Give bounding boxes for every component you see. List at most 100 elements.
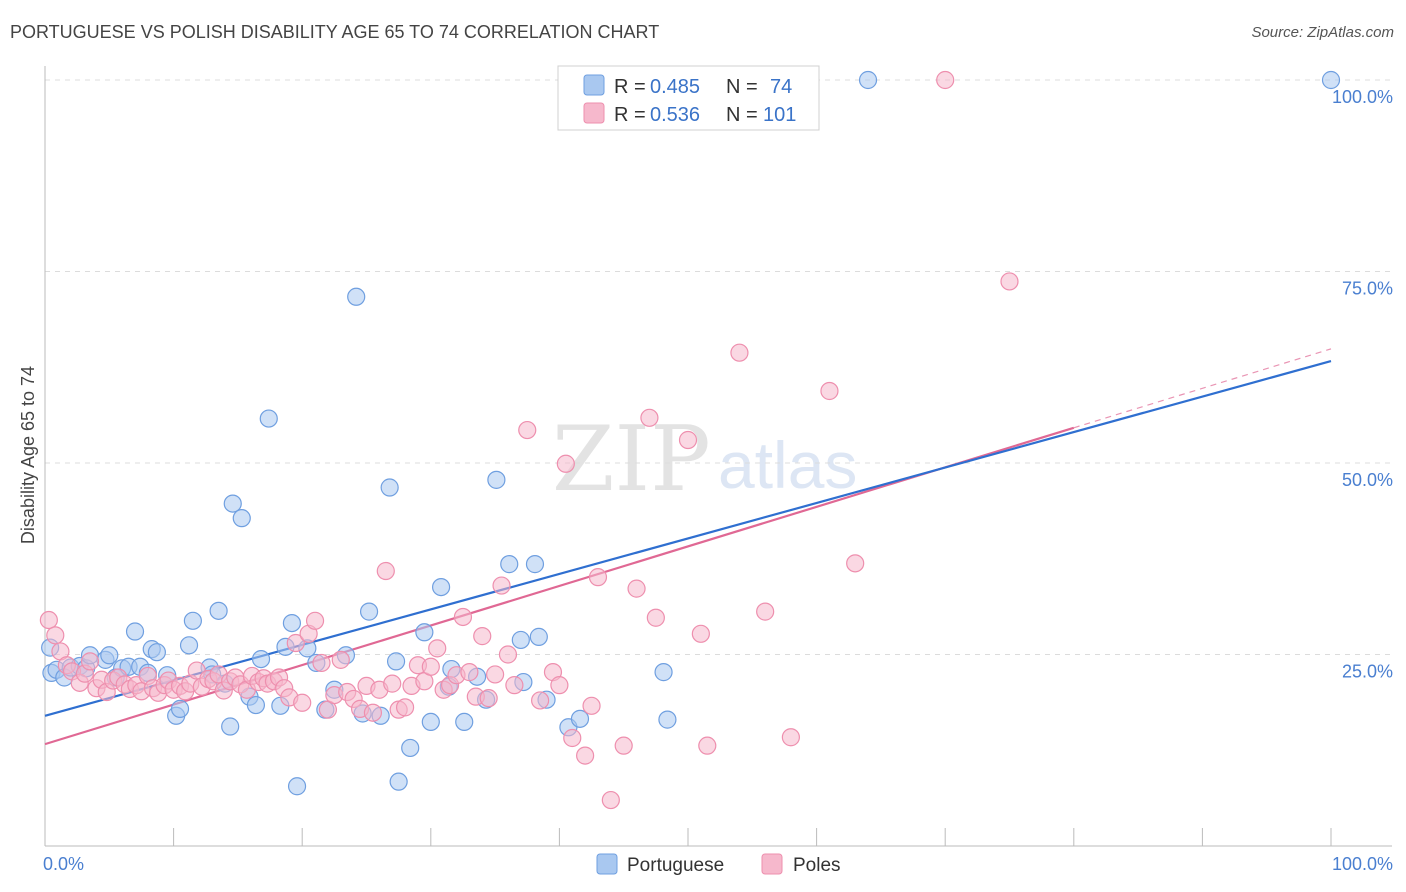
stats-n-value-poles: 101 [763,104,796,126]
point-poles [820,381,839,401]
point-poles [293,693,312,712]
point-portuguese [147,643,166,662]
point-poles [383,674,402,693]
stats-swatch-poles [583,102,605,124]
point-poles [395,698,415,717]
point-poles [428,639,447,658]
chart-title: PORTUGUESE VS POLISH DISABILITY AGE 65 T… [10,22,660,42]
point-poles [936,70,955,90]
stats-n-value-portuguese: 74 [770,76,792,98]
point-portuguese [183,611,202,630]
point-portuguese [170,699,190,718]
point-poles [363,703,383,722]
watermark: ZIP atlas [552,407,857,512]
stats-swatch-portuguese [583,74,605,96]
point-poles [781,728,800,747]
legend-swatch-portuguese [596,853,618,875]
stats-r-value-poles: 0.536 [650,104,700,126]
x-tick-labels: 0.0% 100.0% [43,854,1393,874]
point-portuguese [179,636,199,655]
point-portuguese [347,287,366,306]
point-poles [479,689,498,708]
point-portuguese [125,622,145,641]
point-portuguese [401,738,420,758]
y-tick-label: 50.0% [1342,470,1393,490]
point-portuguese [380,478,399,497]
stats-n-label-portuguese: N = [726,76,758,98]
point-portuguese [246,695,266,715]
point-poles [505,676,524,695]
x-tick-label: 0.0% [43,854,84,874]
point-poles [698,736,717,755]
point-portuguese [658,710,677,729]
point-poles [846,554,865,573]
point-portuguese [282,613,302,633]
stats-r-value-portuguese: 0.485 [650,76,700,98]
point-portuguese [259,409,278,428]
chart-source: Source: ZipAtlas.com [1251,24,1394,41]
stats-r-label-portuguese: R = [614,76,646,98]
point-portuguese [858,70,878,90]
point-poles [421,657,440,676]
axes [44,66,1392,847]
grid [45,79,1392,655]
legend-swatch-poles [761,853,783,875]
point-poles [286,633,305,653]
point-portuguese [431,577,451,597]
point-portuguese [221,717,240,736]
point-portuguese [251,649,271,669]
point-poles [460,663,479,682]
point-poles [305,611,325,630]
point-poles [627,579,646,598]
y-axis-label: Disability Age 65 to 74 [18,366,38,544]
point-portuguese [359,602,379,621]
point-poles [556,454,575,473]
stats-legend: R = 0.485 N = 74 R = 0.536 N = 101 [557,65,820,131]
watermark-zip: ZIP [552,407,711,512]
point-poles [691,624,710,643]
point-poles [39,610,58,630]
point-poles [492,576,511,595]
point-poles [453,607,473,627]
point-poles [756,602,775,621]
point-poles [1000,272,1019,291]
y-tick-label: 25.0% [1342,662,1393,682]
point-portuguese [415,623,434,642]
point-poles [376,561,395,581]
point-poles [646,608,665,627]
series-poles [39,70,1019,810]
point-portuguese [487,470,506,489]
point-portuguese [287,777,307,796]
point-poles [518,420,537,440]
legend-label-poles: Poles [793,855,841,876]
point-portuguese [570,709,590,728]
point-portuguese [232,509,251,528]
point-poles [312,653,331,673]
point-poles [531,691,550,710]
point-poles [46,626,65,645]
y-tick-label: 75.0% [1342,279,1393,299]
point-poles [498,645,518,664]
point-poles [331,650,350,669]
point-poles [588,568,608,587]
point-poles [80,652,100,671]
stats-n-label-poles: N = [726,104,758,126]
watermark-atlas: atlas [718,428,857,502]
point-portuguese [386,652,406,671]
point-poles [640,408,659,427]
point-portuguese [455,712,474,732]
point-portuguese [100,646,119,665]
point-poles [550,676,569,695]
y-tick-labels: 25.0% 50.0% 75.0% 100.0% [1332,87,1393,682]
point-poles [486,665,505,684]
point-portuguese [223,494,242,513]
bottom-legend: Portuguese Poles [596,853,841,876]
point-portuguese [389,772,408,791]
trend-line-poles-extension [1073,348,1332,429]
point-poles [730,343,749,362]
point-poles [563,728,582,748]
point-portuguese [511,630,530,650]
stats-r-label-poles: R = [614,104,646,126]
point-portuguese [421,712,440,732]
